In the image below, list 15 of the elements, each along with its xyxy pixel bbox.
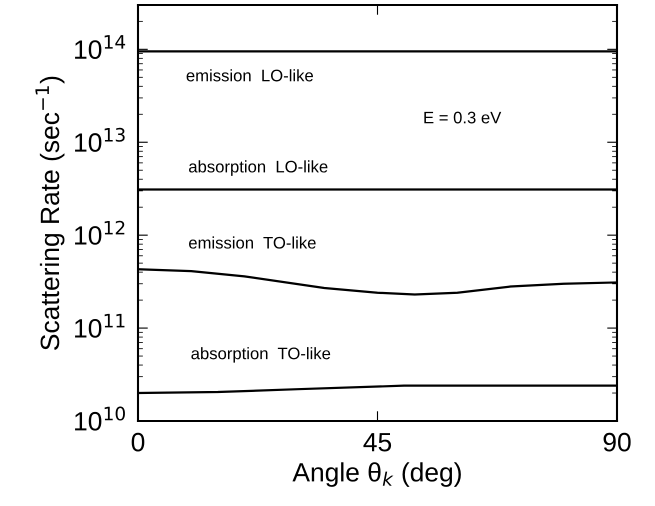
y-tick-label: 10$^{10}$ (75, 406, 125, 431)
x-tick-label: 45 (363, 433, 392, 452)
y-tick-label: 10$^{12}$ (75, 220, 124, 245)
annotation: absorption TO-like (191, 347, 330, 363)
y-tick-label: 10$^{13}$ (75, 128, 125, 152)
y-axis-title: Scattering Rate (sec$^{−1}$) (35, 76, 64, 350)
x-tick-label: 90 (604, 432, 631, 452)
annotation: emission TO-like (189, 236, 316, 249)
y-tick-label: 10$^{11}$ (75, 314, 124, 338)
x-tick-label: 0 (132, 432, 144, 452)
x-axis-title: Angle θ$_{k}$ (deg) (292, 462, 461, 487)
annotation: emission LO-like (186, 69, 313, 82)
annotation: E = 0.3 eV (424, 112, 502, 124)
y-tick-label: 10$^{14}$ (75, 35, 126, 59)
annotation: absorption LO-like (189, 160, 328, 176)
